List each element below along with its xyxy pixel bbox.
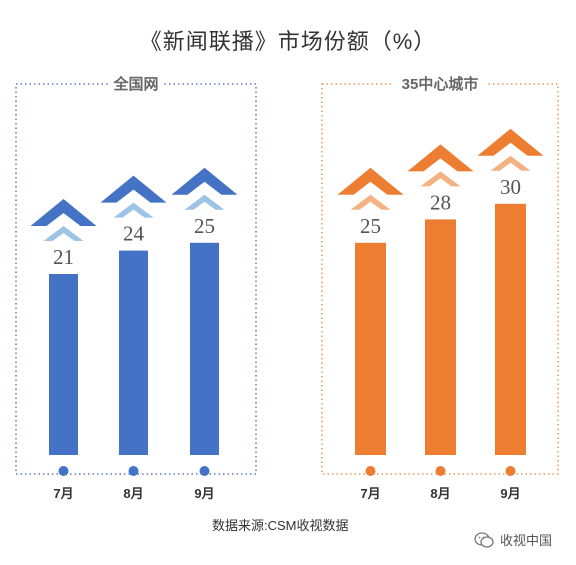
- bar-national-1: [49, 274, 78, 455]
- data-label-national-2: 24: [123, 222, 145, 246]
- up-arrow-light-national-2: [113, 202, 154, 218]
- panel-label-bg-city: [393, 74, 487, 94]
- axis-dot-national-2: [128, 466, 139, 476]
- wechat-icon: [474, 531, 494, 548]
- data-label-national-3: 25: [194, 214, 215, 238]
- data-source-note: 数据来源:CSM收视数据: [212, 518, 349, 533]
- axis-dot-city-3: [505, 466, 516, 476]
- axis-dot-city-1: [365, 466, 376, 476]
- category-label-city-1: 7月: [360, 486, 380, 501]
- up-arrow-dark-city-1: [337, 167, 404, 195]
- category-label-city-3: 9月: [500, 486, 520, 501]
- up-arrow-light-national-3: [184, 194, 225, 210]
- up-arrow-light-city-3: [490, 155, 531, 171]
- panel-label-bg-national: [108, 74, 164, 94]
- category-label-national-3: 9月: [194, 486, 214, 501]
- panel-label-city: 35中心城市: [402, 75, 479, 93]
- up-arrow-light-city-2: [420, 171, 461, 187]
- up-arrow-dark-city-2: [407, 144, 474, 172]
- up-arrow-dark-national-2: [100, 175, 167, 203]
- chart-title: 《新闻联播》市场份额（%）: [139, 29, 437, 54]
- up-arrow-dark-national-3: [171, 167, 238, 195]
- bar-city-3: [495, 203, 526, 455]
- bar-city-2: [425, 219, 456, 455]
- category-label-national-2: 8月: [123, 486, 143, 501]
- data-label-city-2: 28: [430, 190, 451, 214]
- bar-national-3: [190, 242, 219, 455]
- axis-dot-national-3: [199, 466, 210, 476]
- up-arrow-light-city-1: [350, 194, 391, 210]
- data-label-city-1: 25: [360, 214, 381, 238]
- data-label-national-1: 21: [53, 245, 74, 269]
- watermark-text: 收视中国: [500, 533, 553, 548]
- panel-label-national: 全国网: [112, 75, 158, 93]
- watermark: 收视中国: [474, 530, 552, 549]
- category-label-city-2: 8月: [430, 486, 450, 501]
- up-arrow-dark-city-3: [477, 128, 544, 156]
- up-arrow-light-national-1: [43, 226, 84, 241]
- axis-dot-national-1: [58, 466, 69, 476]
- category-label-national-1: 7月: [53, 486, 73, 501]
- axis-dot-city-2: [435, 466, 446, 476]
- bar-city-1: [355, 242, 386, 455]
- bar-national-2: [119, 250, 148, 455]
- data-label-city-3: 30: [500, 175, 521, 199]
- up-arrow-dark-national-1: [30, 199, 97, 226]
